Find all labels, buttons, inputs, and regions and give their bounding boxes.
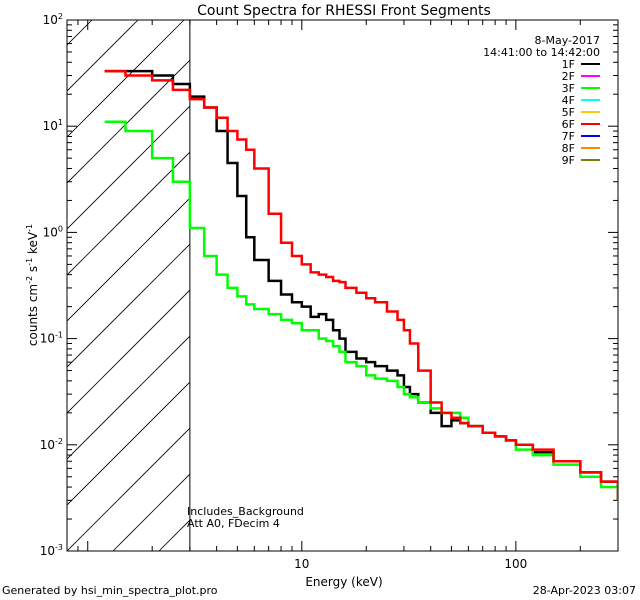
generated-by-footer: Generated by hsi_min_spectra_plot.pro bbox=[2, 584, 218, 597]
hatch-line bbox=[435, 20, 640, 551]
x-axis: 10 100 bbox=[66, 20, 619, 571]
legend-label-7f: 7F bbox=[562, 130, 575, 143]
legend-label-5f: 5F bbox=[562, 106, 575, 119]
legend-label-2f: 2F bbox=[562, 70, 575, 83]
y-tick-label: 101 bbox=[43, 118, 63, 133]
legend-date: 8-May-2017 bbox=[535, 34, 600, 47]
legend-label-1f: 1F bbox=[562, 58, 575, 71]
hatch-line bbox=[67, 197, 190, 322]
legend-label-3f: 3F bbox=[562, 82, 575, 95]
y-tick-label: 10-2 bbox=[40, 437, 63, 452]
x-axis-label: Energy (keV) bbox=[305, 575, 382, 589]
series-group bbox=[104, 69, 618, 501]
hatched-region bbox=[67, 20, 640, 551]
hatch-line bbox=[481, 20, 640, 551]
legend-time-range: 14:41:00 to 14:42:00 bbox=[483, 46, 600, 59]
annotation-attenuator: Att A0, FDecim 4 bbox=[187, 517, 280, 530]
hatch-line bbox=[67, 105, 190, 230]
y-axis-label: counts cm-2 s-1 keV-1 bbox=[25, 224, 40, 346]
legend: 8-May-2017 14:41:00 to 14:42:00 1F2F3F4F… bbox=[483, 34, 600, 167]
y-tick-label: 10-3 bbox=[40, 543, 63, 558]
hatch-line bbox=[67, 59, 190, 184]
x-tick-label: 100 bbox=[504, 557, 527, 571]
hatch-line bbox=[67, 289, 190, 414]
legend-label-4f: 4F bbox=[562, 94, 575, 107]
hatch-line bbox=[67, 20, 185, 138]
y-tick-label: 100 bbox=[43, 224, 63, 239]
hatch-line bbox=[67, 335, 190, 460]
y-tick-label: 10-1 bbox=[40, 331, 63, 346]
plot-frame bbox=[66, 19, 619, 552]
hatch-line bbox=[67, 20, 93, 46]
timestamp-footer: 28-Apr-2023 03:07 bbox=[533, 584, 636, 597]
annotations: Includes_Background Att A0, FDecim 4 bbox=[187, 505, 304, 530]
hatch-line bbox=[67, 20, 139, 92]
legend-label-8f: 8F bbox=[562, 142, 575, 155]
annotation-background: Includes_Background bbox=[187, 505, 304, 518]
legend-label-6f: 6F bbox=[562, 118, 575, 131]
hatch-line bbox=[67, 151, 190, 276]
legend-label-9f: 9F bbox=[562, 154, 575, 167]
y-axis: 10-3 10-2 10-1 100 101 102 bbox=[40, 12, 618, 558]
series-line-3f bbox=[104, 120, 618, 501]
chart-title: Count Spectra for RHESSI Front Segments bbox=[197, 3, 491, 19]
series-line-6f bbox=[104, 69, 618, 501]
x-tick-label: 10 bbox=[294, 557, 309, 571]
hatch-line bbox=[67, 427, 190, 551]
hatch-line bbox=[67, 381, 190, 506]
hatch-line bbox=[389, 20, 640, 551]
hatch-line bbox=[67, 243, 190, 368]
y-tick-label: 102 bbox=[43, 12, 63, 27]
